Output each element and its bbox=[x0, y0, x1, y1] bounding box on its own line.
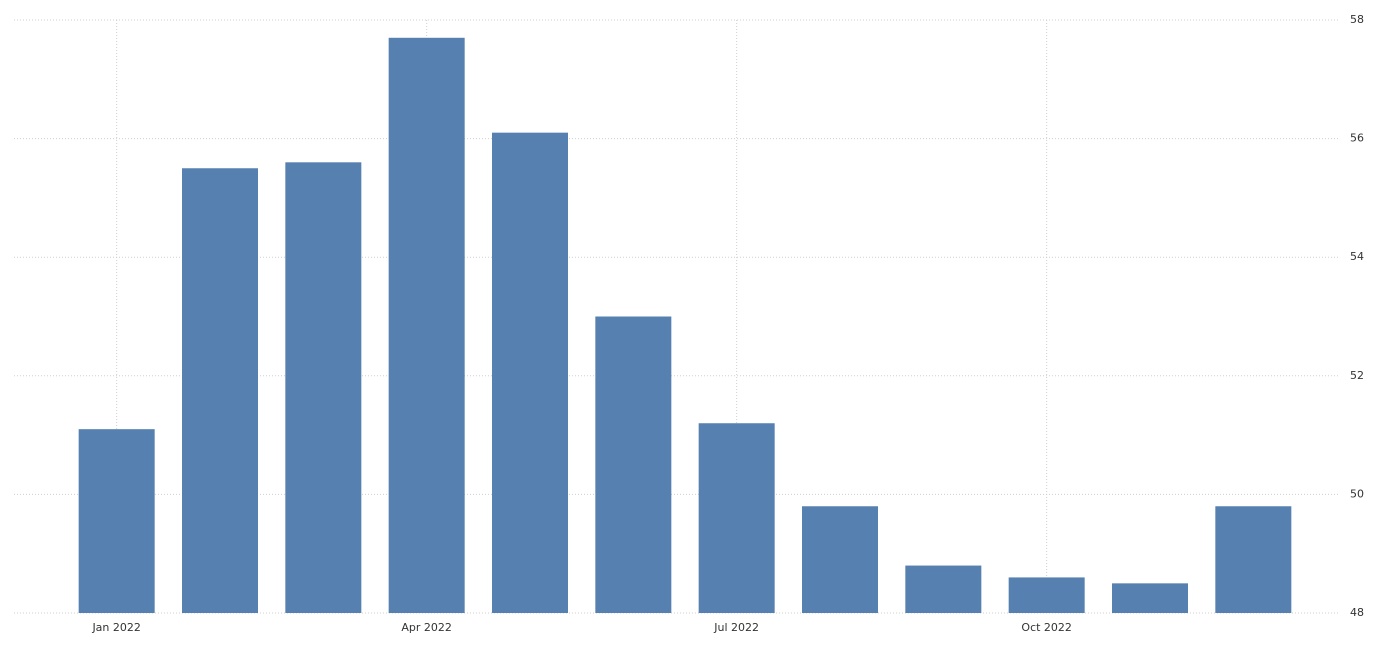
y-tick-label: 52 bbox=[1350, 369, 1364, 382]
y-tick-label: 50 bbox=[1350, 487, 1364, 500]
bar bbox=[78, 429, 155, 613]
bar bbox=[1112, 583, 1188, 613]
y-tick-label: 48 bbox=[1350, 606, 1364, 619]
bar bbox=[1215, 506, 1292, 613]
x-tick-label: Oct 2022 bbox=[1021, 621, 1072, 634]
y-tick-label: 54 bbox=[1350, 250, 1364, 263]
bar bbox=[595, 316, 672, 613]
x-tick-label: Apr 2022 bbox=[401, 621, 452, 634]
bar bbox=[285, 162, 362, 613]
bar bbox=[802, 506, 878, 613]
x-tick-label: Jan 2022 bbox=[91, 621, 140, 634]
y-tick-label: 56 bbox=[1350, 132, 1364, 145]
bar bbox=[182, 168, 258, 613]
bar bbox=[492, 132, 568, 614]
bar bbox=[388, 37, 465, 614]
bar bbox=[1008, 577, 1085, 613]
y-tick-label: 58 bbox=[1350, 13, 1364, 26]
bar bbox=[905, 565, 982, 613]
bar bbox=[698, 423, 775, 613]
x-tick-label: Jul 2022 bbox=[713, 621, 759, 634]
